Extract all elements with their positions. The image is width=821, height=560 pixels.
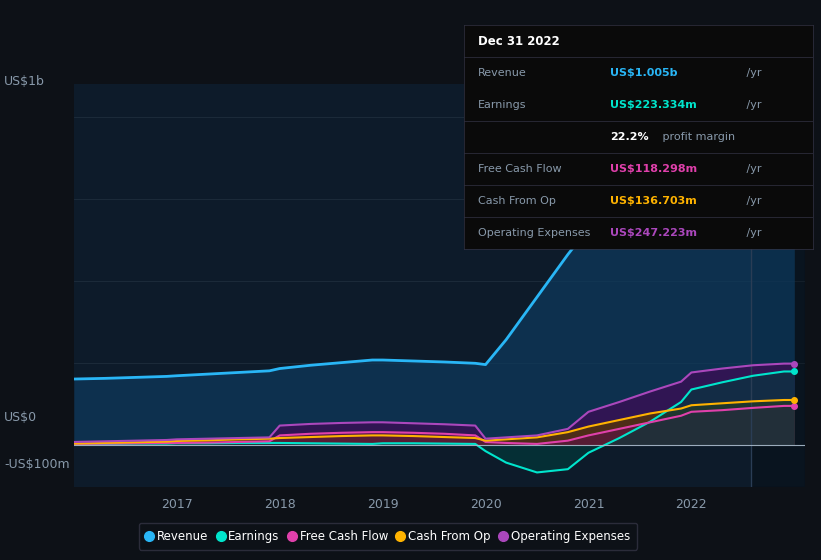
Text: /yr: /yr [743,68,762,78]
Text: US$0: US$0 [4,410,37,424]
Legend: Revenue, Earnings, Free Cash Flow, Cash From Op, Operating Expenses: Revenue, Earnings, Free Cash Flow, Cash … [139,522,637,550]
Text: 22.2%: 22.2% [610,132,649,142]
Text: US$223.334m: US$223.334m [610,100,697,110]
Text: Dec 31 2022: Dec 31 2022 [478,35,560,48]
Text: US$247.223m: US$247.223m [610,228,697,238]
Text: profit margin: profit margin [659,132,736,142]
Text: Earnings: Earnings [478,100,526,110]
Text: Free Cash Flow: Free Cash Flow [478,164,562,174]
Text: /yr: /yr [743,196,762,206]
Text: Cash From Op: Cash From Op [478,196,556,206]
Text: /yr: /yr [743,100,762,110]
Text: Revenue: Revenue [478,68,526,78]
Text: US$136.703m: US$136.703m [610,196,697,206]
Text: -US$100m: -US$100m [4,458,70,472]
Text: /yr: /yr [743,228,762,238]
Bar [751,84,805,487]
Text: US$1.005b: US$1.005b [610,68,678,78]
Text: /yr: /yr [743,164,762,174]
Text: US$1b: US$1b [4,74,45,88]
Text: Operating Expenses: Operating Expenses [478,228,590,238]
Text: US$118.298m: US$118.298m [610,164,698,174]
